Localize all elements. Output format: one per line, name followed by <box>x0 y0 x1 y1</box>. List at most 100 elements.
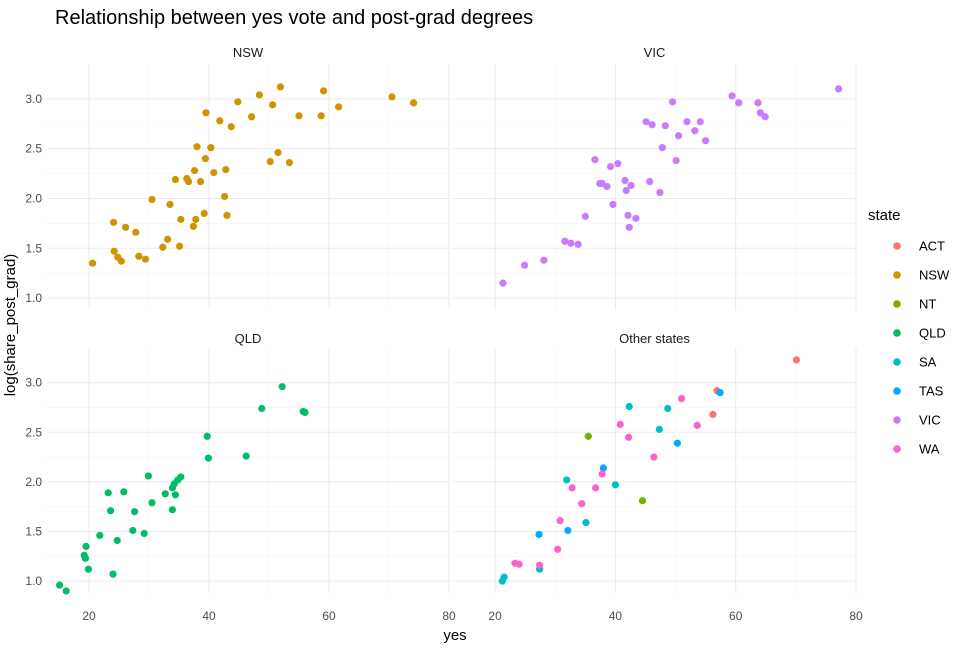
data-point <box>201 155 209 163</box>
data-point <box>255 91 263 99</box>
data-point <box>735 99 743 107</box>
legend-item: TAS <box>893 384 944 399</box>
data-point <box>606 162 615 171</box>
data-point <box>561 237 569 245</box>
legend-key <box>893 300 901 308</box>
facet-strip-label: QLD <box>235 331 262 346</box>
legend-label: SA <box>919 355 937 370</box>
data-point <box>221 192 229 201</box>
data-point <box>627 181 635 190</box>
data-point <box>621 176 629 185</box>
data-point <box>581 212 589 220</box>
data-point <box>677 394 686 403</box>
data-point <box>141 255 149 263</box>
legend-item: QLD <box>893 326 946 341</box>
data-point <box>110 218 118 226</box>
data-point <box>642 118 650 126</box>
data-point <box>625 433 633 441</box>
data-point <box>107 507 115 515</box>
data-point <box>164 235 172 243</box>
legend-item: SA <box>893 355 937 370</box>
data-point <box>650 453 658 461</box>
data-point <box>578 500 586 508</box>
legend-title: state <box>868 207 901 224</box>
data-point <box>568 484 576 492</box>
data-point <box>203 432 211 440</box>
facet-panel: Other states 20 40 60 80 <box>453 331 863 623</box>
data-point <box>702 137 710 145</box>
data-point <box>638 497 647 505</box>
data-point <box>62 587 70 595</box>
data-point <box>646 177 654 186</box>
y-tick-label: 1.5 <box>25 525 42 539</box>
data-point <box>584 432 592 440</box>
data-point <box>716 389 724 397</box>
x-tick-label: 40 <box>609 609 623 623</box>
data-point <box>598 470 606 478</box>
data-point <box>113 536 121 545</box>
x-tick-label: 60 <box>729 609 743 623</box>
data-point <box>622 186 630 195</box>
data-point <box>148 195 156 204</box>
data-point <box>120 488 128 496</box>
legend-key <box>893 242 901 250</box>
data-point <box>129 526 137 535</box>
data-point <box>159 243 167 251</box>
data-point <box>535 530 543 539</box>
data-point <box>609 200 617 209</box>
data-point <box>56 581 64 589</box>
data-point <box>82 542 90 550</box>
data-point <box>632 214 640 222</box>
data-point <box>554 545 562 553</box>
data-point <box>285 158 293 167</box>
data-point <box>536 561 544 569</box>
y-tick-label: 2.5 <box>25 425 42 439</box>
y-tick-label: 3.0 <box>25 92 42 106</box>
data-point <box>499 279 507 287</box>
data-point <box>683 118 691 126</box>
data-point <box>193 143 201 151</box>
data-point <box>202 109 210 117</box>
y-tick-label: 1.0 <box>25 291 42 305</box>
data-point <box>242 452 250 460</box>
data-point <box>96 531 104 540</box>
data-point <box>658 144 666 152</box>
data-point <box>655 425 663 433</box>
data-point <box>222 165 230 174</box>
data-point <box>227 123 235 131</box>
data-point <box>624 211 632 219</box>
data-point <box>335 103 343 111</box>
data-point <box>388 93 396 101</box>
data-point <box>109 570 117 578</box>
legend-label: QLD <box>919 326 946 341</box>
data-point <box>656 188 664 197</box>
data-point <box>81 554 89 562</box>
y-tick-label: 3.0 <box>25 376 42 390</box>
data-point <box>515 560 523 568</box>
data-point <box>728 92 736 100</box>
data-point <box>674 132 683 140</box>
data-point <box>276 83 284 91</box>
data-point <box>132 228 140 236</box>
facet-strip-label: VIC <box>644 45 666 60</box>
legend-key <box>893 445 901 453</box>
data-point <box>269 101 277 109</box>
legend-key <box>893 271 901 279</box>
data-point <box>177 215 185 223</box>
data-point <box>258 404 266 413</box>
data-point <box>148 499 156 507</box>
data-point <box>696 118 704 126</box>
data-point <box>168 506 176 514</box>
legend-label: NT <box>919 297 936 312</box>
chart-title: Relationship between yes vote and post-g… <box>55 7 533 29</box>
legend: state ACT NSW NT QLD SA TAS VIC WA <box>868 207 950 457</box>
data-point <box>410 99 418 107</box>
data-point <box>603 182 611 191</box>
data-point <box>189 222 197 230</box>
y-tick-label: 1.0 <box>25 574 42 588</box>
legend-label: TAS <box>919 384 944 399</box>
y-axis-title: log(share_post_grad) <box>2 254 19 397</box>
data-point <box>223 211 231 219</box>
data-point <box>563 476 571 484</box>
x-tick-label: 20 <box>82 609 96 623</box>
